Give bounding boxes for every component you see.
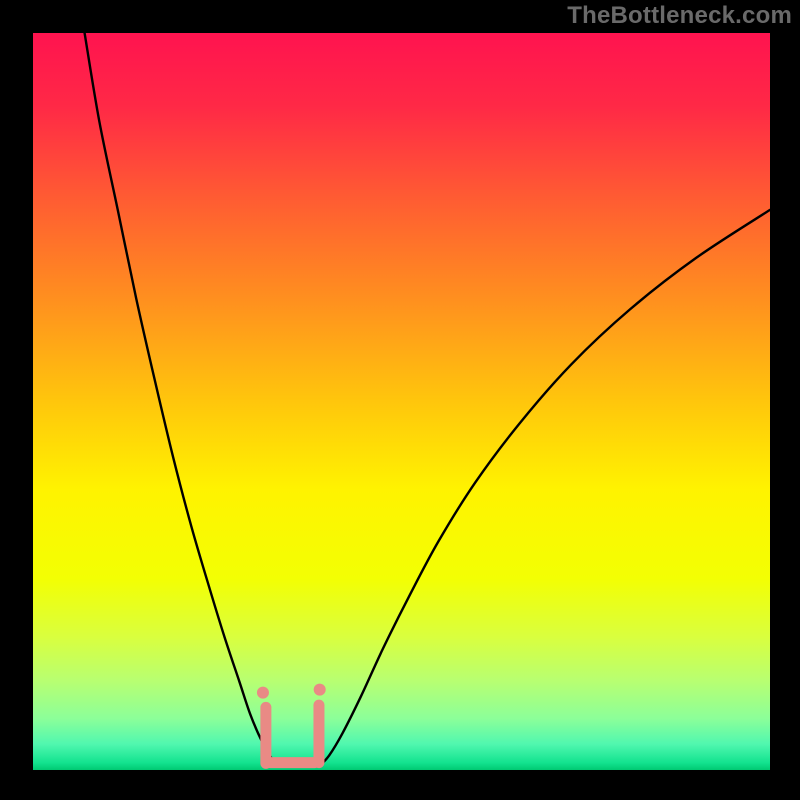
- valley-markers: [257, 684, 326, 764]
- canvas: TheBottleneck.com: [0, 0, 800, 800]
- bottleneck-curve: [85, 33, 770, 767]
- plot-area: [33, 33, 770, 770]
- watermark-label: TheBottleneck.com: [567, 2, 792, 30]
- curve-layer: [33, 33, 770, 770]
